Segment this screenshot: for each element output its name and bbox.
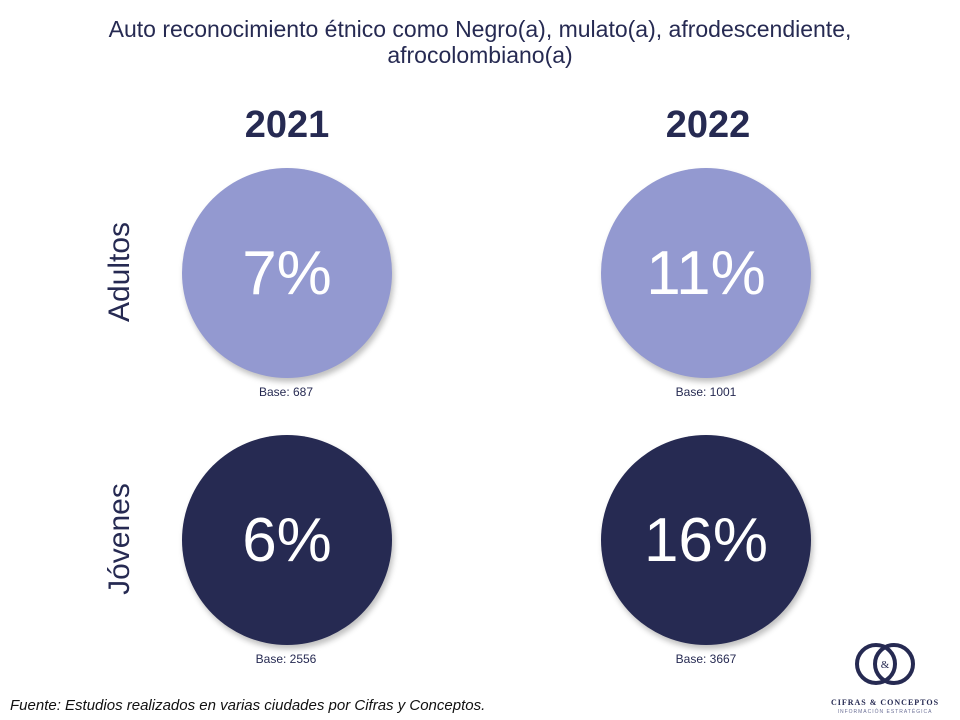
title-line-1: Auto reconocimiento étnico como Negro(a)…: [108, 16, 852, 42]
logo-name: CIFRAS & CONCEPTOS: [830, 698, 940, 707]
value-jovenes-2022: 16%: [643, 505, 769, 575]
title-line-2: afrocolombiano(a): [387, 42, 573, 68]
logo-mark-icon: &: [855, 643, 915, 685]
circle-adultos-2022: 11%: [601, 168, 811, 378]
logo-tagline: INFORMACIÓN ESTRATÉGICA: [837, 709, 933, 715]
row-label-adultos: Adultos: [103, 221, 136, 323]
value-adultos-2021: 7%: [242, 238, 332, 308]
circle-adultos-2021: 7%: [182, 168, 392, 378]
base-jovenes-2022: Base: 3667: [675, 652, 737, 666]
year-2022-heading: 2022: [665, 104, 751, 146]
base-adultos-2022: Base: 1001: [675, 385, 737, 399]
base-adultos-2021: Base: 687: [258, 385, 314, 399]
page-title: Auto reconocimiento étnico como Negro(a)…: [0, 16, 960, 68]
circle-jovenes-2021: 6%: [182, 435, 392, 645]
year-2021-heading: 2021: [244, 104, 330, 146]
value-jovenes-2021: 6%: [242, 505, 332, 575]
logo-ampersand: &: [881, 659, 890, 671]
base-jovenes-2021: Base: 2556: [255, 652, 317, 666]
value-adultos-2022: 11%: [646, 238, 766, 308]
cifras-conceptos-logo: & CIFRAS & CONCEPTOS INFORMACIÓN ESTRATÉ…: [820, 636, 950, 716]
source-note: Fuente: Estudios realizados en varias ci…: [10, 697, 486, 714]
row-label-jovenes: Jóvenes: [103, 483, 136, 595]
circle-jovenes-2022: 16%: [601, 435, 811, 645]
